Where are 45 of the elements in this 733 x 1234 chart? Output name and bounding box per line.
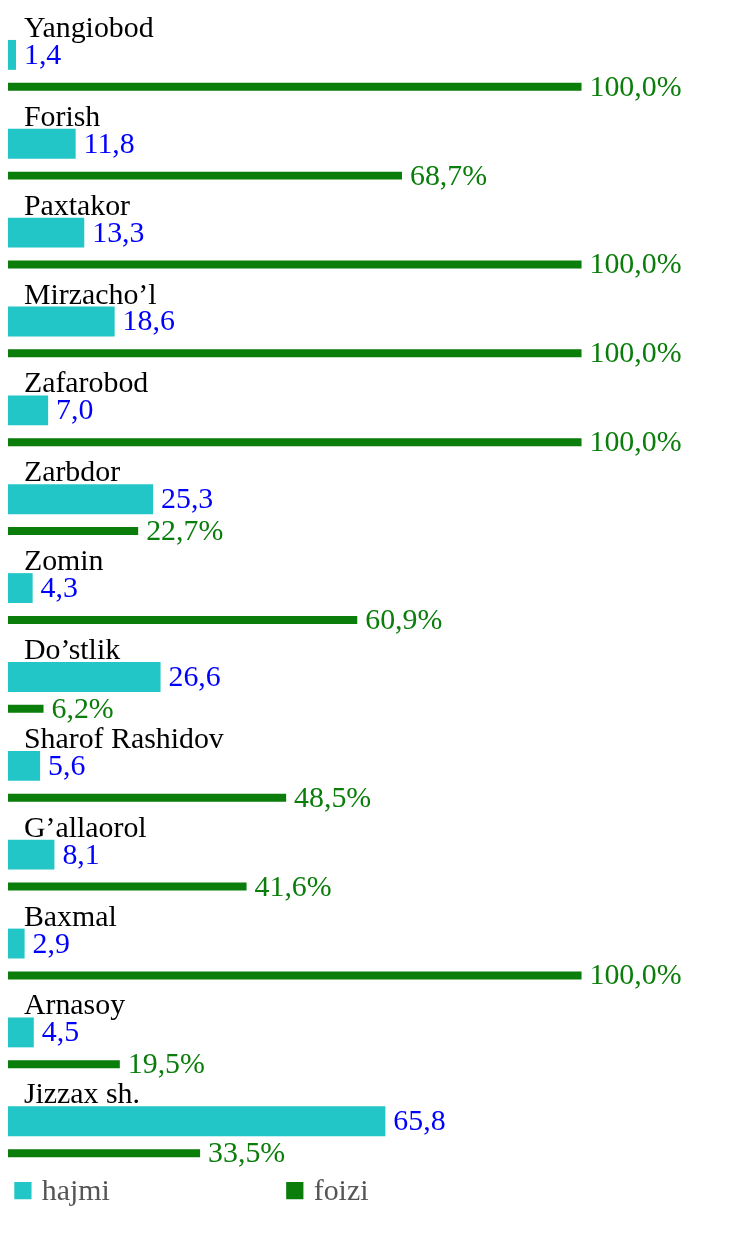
data-label: 33,5%: [208, 1135, 286, 1169]
data-label: 100,0%: [589, 335, 682, 369]
data-label: 22,7%: [146, 513, 224, 547]
bar: [7, 882, 247, 891]
bar: [7, 260, 582, 269]
bar: [7, 793, 287, 802]
data-label: 6,2%: [51, 690, 114, 724]
bar: [7, 527, 139, 536]
bar: [7, 1106, 386, 1137]
bar: [7, 573, 33, 604]
bar: [7, 128, 76, 159]
data-label: 26,6: [168, 658, 221, 692]
bar: [7, 395, 49, 426]
bar: [7, 704, 44, 713]
data-label: 25,3: [161, 481, 214, 515]
bar: [7, 438, 582, 447]
data-label: 68,7%: [409, 157, 488, 191]
bar: [7, 662, 161, 692]
bar: [7, 484, 154, 515]
data-label: 48,5%: [294, 779, 372, 813]
bar: [7, 1149, 201, 1158]
bar: [7, 928, 25, 959]
data-label: 41,6%: [254, 868, 332, 902]
bar: [7, 349, 582, 358]
y-tick-label: Do’stlik: [23, 632, 121, 666]
bar: [7, 615, 358, 624]
legend-label: foizi: [313, 1172, 369, 1206]
bar: [7, 750, 41, 781]
bar: [7, 217, 85, 248]
bar: [7, 971, 582, 980]
data-label: 60,9%: [365, 601, 443, 635]
bar: [7, 39, 16, 70]
bar: [7, 306, 115, 337]
bar: [7, 171, 403, 180]
data-label: 100,0%: [589, 246, 682, 280]
data-label: 100,0%: [589, 68, 682, 102]
bar: [7, 82, 582, 91]
data-label: 100,0%: [589, 424, 682, 458]
data-label: 65,8: [393, 1103, 446, 1137]
bar: [7, 839, 55, 870]
data-label: 5,6: [48, 747, 86, 781]
y-tick-label: Zarbdor: [23, 454, 121, 488]
data-label: 100,0%: [589, 957, 682, 991]
legend-label: hajmi: [41, 1172, 110, 1206]
bar: [7, 1060, 120, 1069]
